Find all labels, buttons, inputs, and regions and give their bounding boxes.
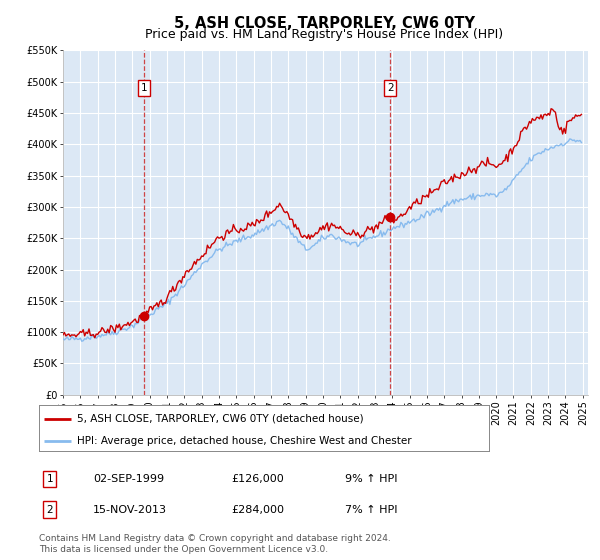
Text: £284,000: £284,000 — [231, 505, 284, 515]
Text: This data is licensed under the Open Government Licence v3.0.: This data is licensed under the Open Gov… — [39, 545, 328, 554]
Text: Contains HM Land Registry data © Crown copyright and database right 2024.: Contains HM Land Registry data © Crown c… — [39, 534, 391, 543]
Text: 2: 2 — [46, 505, 53, 515]
Text: 2: 2 — [387, 83, 394, 93]
Text: 5, ASH CLOSE, TARPORLEY, CW6 0TY: 5, ASH CLOSE, TARPORLEY, CW6 0TY — [173, 16, 475, 31]
Text: 1: 1 — [46, 474, 53, 484]
Text: 02-SEP-1999: 02-SEP-1999 — [93, 474, 164, 484]
Text: £126,000: £126,000 — [231, 474, 284, 484]
Text: 7% ↑ HPI: 7% ↑ HPI — [345, 505, 398, 515]
Text: 1: 1 — [140, 83, 147, 93]
Text: 5, ASH CLOSE, TARPORLEY, CW6 0TY (detached house): 5, ASH CLOSE, TARPORLEY, CW6 0TY (detach… — [77, 414, 364, 424]
Text: Price paid vs. HM Land Registry's House Price Index (HPI): Price paid vs. HM Land Registry's House … — [145, 28, 503, 41]
Text: HPI: Average price, detached house, Cheshire West and Chester: HPI: Average price, detached house, Ches… — [77, 436, 412, 446]
Text: 15-NOV-2013: 15-NOV-2013 — [93, 505, 167, 515]
Text: 9% ↑ HPI: 9% ↑ HPI — [345, 474, 398, 484]
